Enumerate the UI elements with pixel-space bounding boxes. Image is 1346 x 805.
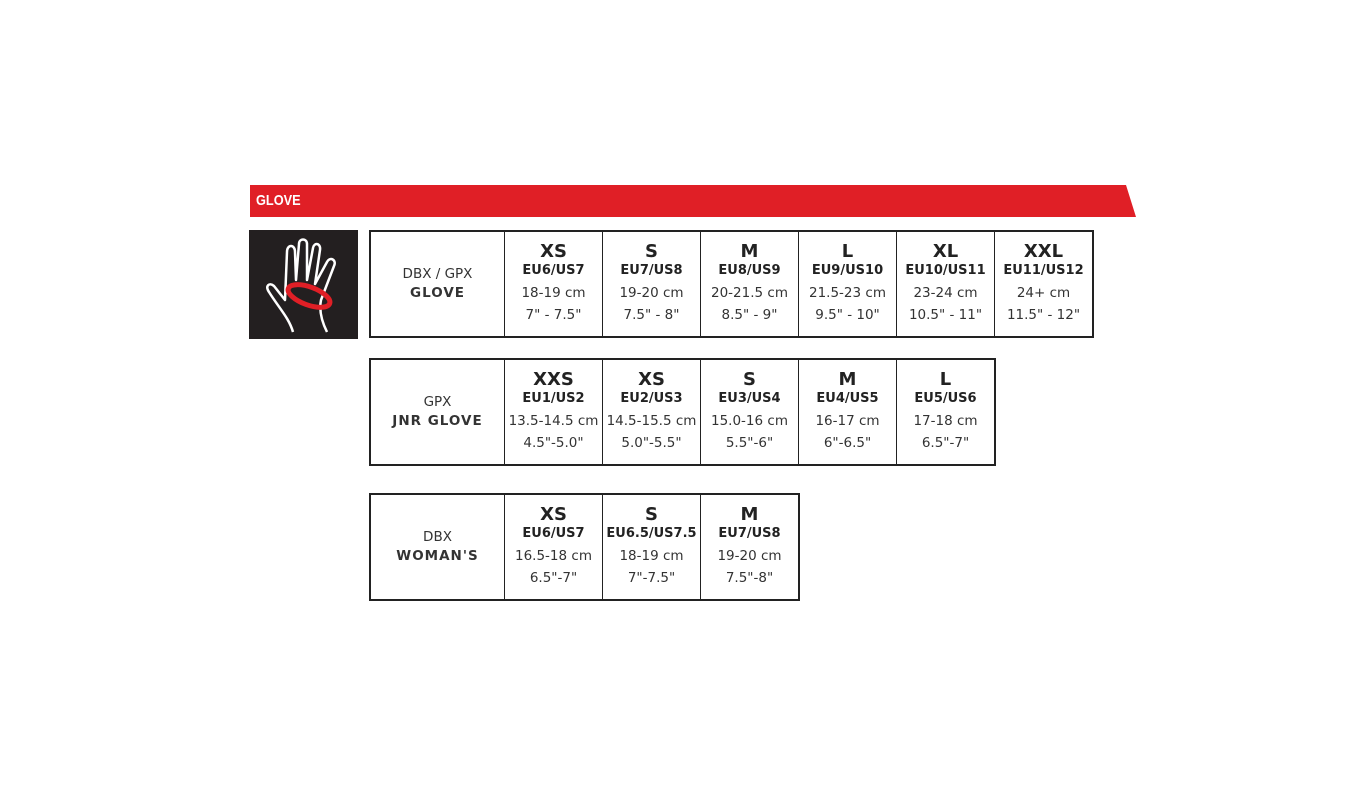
- size-cm: 18-19 cm: [619, 548, 684, 564]
- size-inches: 8.5" - 9": [721, 307, 778, 323]
- eu-us-size: EU6/US7: [522, 263, 585, 278]
- product-line: GPX: [423, 394, 452, 410]
- size-cm: 16.5-18 cm: [515, 548, 592, 564]
- size-letter: L: [841, 241, 854, 262]
- size-cell: XS EU2/US3 14.5-15.5 cm 5.0"-5.5": [602, 358, 701, 466]
- size-inches: 10.5" - 11": [908, 307, 983, 323]
- eu-us-size: EU2/US3: [620, 391, 683, 406]
- size-cell: XXS EU1/US2 13.5-14.5 cm 4.5"-5.0": [504, 358, 603, 466]
- hand-measurement-icon: [249, 230, 358, 339]
- size-cm: 19-20 cm: [619, 285, 684, 301]
- size-cell: L EU9/US10 21.5-23 cm 9.5" - 10": [798, 230, 897, 338]
- size-cm: 21.5-23 cm: [809, 285, 886, 301]
- size-letter: S: [743, 369, 756, 390]
- size-cm: 19-20 cm: [717, 548, 782, 564]
- glove-section-banner: GLOVE: [250, 185, 1136, 217]
- size-inches: 7.5"-8": [725, 570, 774, 586]
- section-title: GLOVE: [256, 192, 301, 209]
- size-cm: 13.5-14.5 cm: [508, 413, 599, 429]
- size-letter: M: [740, 504, 759, 525]
- size-cell: L EU5/US6 17-18 cm 6.5"-7": [896, 358, 996, 466]
- product-line: DBX / GPX: [402, 266, 473, 282]
- size-cm: 24+ cm: [1016, 285, 1071, 301]
- size-cell: XS EU6/US7 18-19 cm 7" - 7.5": [504, 230, 603, 338]
- size-letter: S: [645, 504, 658, 525]
- size-cell: S EU7/US8 19-20 cm 7.5" - 8": [602, 230, 701, 338]
- eu-us-size: EU5/US6: [914, 391, 977, 406]
- size-inches: 11.5" - 12": [1006, 307, 1081, 323]
- size-cm: 20-21.5 cm: [711, 285, 788, 301]
- size-cell: S EU3/US4 15.0-16 cm 5.5"-6": [700, 358, 799, 466]
- eu-us-size: EU1/US2: [522, 391, 585, 406]
- size-cm: 14.5-15.5 cm: [606, 413, 697, 429]
- size-cell: S EU6.5/US7.5 18-19 cm 7"-7.5": [602, 493, 701, 601]
- product-line: DBX: [423, 529, 452, 545]
- size-inches: 7"-7.5": [627, 570, 676, 586]
- eu-us-size: EU7/US8: [620, 263, 683, 278]
- size-cm: 15.0-16 cm: [711, 413, 788, 429]
- product-name: GLOVE: [410, 285, 465, 301]
- size-inches: 4.5"-5.0": [523, 435, 584, 451]
- size-cm: 16-17 cm: [815, 413, 880, 429]
- size-letter: M: [838, 369, 857, 390]
- size-letter: XS: [540, 504, 567, 525]
- eu-us-size: EU4/US5: [816, 391, 879, 406]
- size-cm: 23-24 cm: [913, 285, 978, 301]
- size-letter: XL: [932, 241, 959, 262]
- size-cm: 17-18 cm: [913, 413, 978, 429]
- size-inches: 7.5" - 8": [623, 307, 680, 323]
- eu-us-size: EU9/US10: [811, 263, 884, 278]
- size-inches: 5.0"-5.5": [621, 435, 682, 451]
- size-cell: M EU7/US8 19-20 cm 7.5"-8": [700, 493, 800, 601]
- size-cell: XL EU10/US11 23-24 cm 10.5" - 11": [896, 230, 995, 338]
- size-cell: M EU4/US5 16-17 cm 6"-6.5": [798, 358, 897, 466]
- size-letter: XS: [638, 369, 665, 390]
- size-letter: M: [740, 241, 759, 262]
- product-name: WOMAN'S: [396, 548, 479, 564]
- eu-us-size: EU6/US7: [522, 526, 585, 541]
- size-inches: 5.5"-6": [725, 435, 774, 451]
- size-cm: 18-19 cm: [521, 285, 586, 301]
- size-letter: L: [939, 369, 952, 390]
- size-cell: XXL EU11/US12 24+ cm 11.5" - 12": [994, 230, 1094, 338]
- size-inches: 6"-6.5": [823, 435, 872, 451]
- eu-us-size: EU7/US8: [718, 526, 781, 541]
- product-label: GPX JNR GLOVE: [369, 358, 505, 466]
- eu-us-size: EU11/US12: [1003, 263, 1084, 278]
- size-cell: M EU8/US9 20-21.5 cm 8.5" - 9": [700, 230, 799, 338]
- size-inches: 6.5"-7": [529, 570, 578, 586]
- product-label: DBX / GPX GLOVE: [369, 230, 505, 338]
- size-inches: 6.5"-7": [921, 435, 970, 451]
- eu-us-size: EU10/US11: [905, 263, 986, 278]
- size-table-gpx-jnr-glove: GPX JNR GLOVE XXS EU1/US2 13.5-14.5 cm 4.5"-5…: [369, 358, 996, 466]
- product-name: JNR GLOVE: [392, 413, 483, 429]
- size-letter: S: [645, 241, 658, 262]
- size-table-dbx-gpx-glove: DBX / GPX GLOVE XS EU6/US7 18-19 cm 7" - 7.5"…: [369, 230, 1094, 338]
- size-letter: XXL: [1023, 241, 1064, 262]
- eu-us-size: EU8/US9: [718, 263, 781, 278]
- size-letter: XXS: [533, 369, 574, 390]
- eu-us-size: EU6.5/US7.5: [606, 526, 697, 541]
- size-table-dbx-womans: DBX WOMAN'S XS EU6/US7 16.5-18 cm 6.5"-7" S EU6…: [369, 493, 800, 601]
- eu-us-size: EU3/US4: [718, 391, 781, 406]
- size-letter: XS: [540, 241, 567, 262]
- product-label: DBX WOMAN'S: [369, 493, 505, 601]
- size-inches: 7" - 7.5": [525, 307, 582, 323]
- size-cell: XS EU6/US7 16.5-18 cm 6.5"-7": [504, 493, 603, 601]
- size-inches: 9.5" - 10": [815, 307, 880, 323]
